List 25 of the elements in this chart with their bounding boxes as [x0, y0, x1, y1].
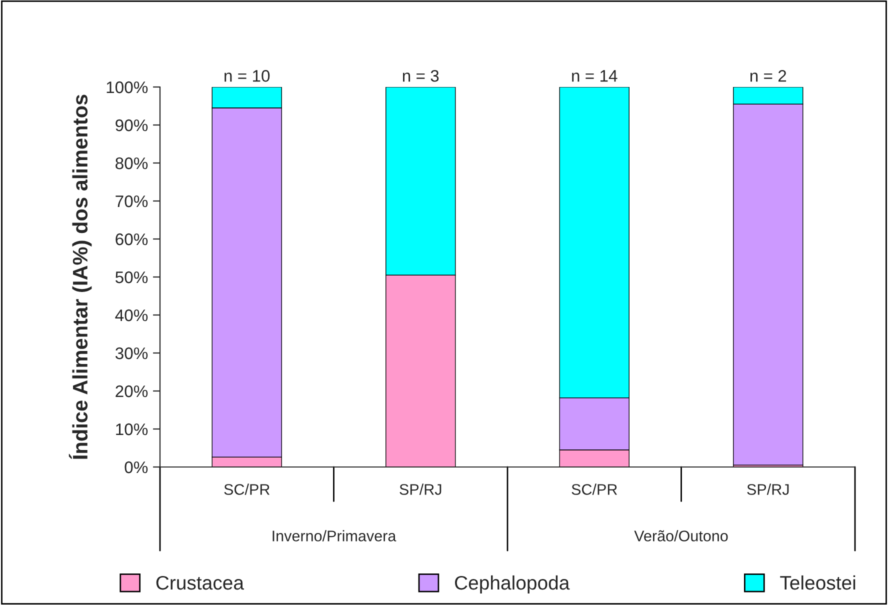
y-tick-label: 20%	[116, 385, 148, 398]
x-tick-label: SP/RJ	[400, 484, 442, 495]
text: Verão/Outono	[634, 530, 728, 542]
y-tick-label: 10%	[116, 423, 148, 436]
y-tick-label: 50%	[116, 271, 148, 284]
x-tick-label: SC/PR	[572, 484, 618, 495]
text: n = 2	[750, 70, 786, 82]
x-tick-label: SP/RJ	[747, 484, 789, 495]
text: n = 3	[402, 70, 439, 82]
y-tick-label: 80%	[116, 157, 148, 170]
y-tick-label: 40%	[115, 309, 148, 322]
legend-label: Teleostei	[780, 575, 856, 590]
legend-label: Cephalopoda	[454, 575, 570, 594]
x-tick-label: SC/PR	[224, 484, 270, 495]
y-tick-label: 0%	[124, 461, 148, 474]
text: n = 10	[224, 70, 270, 82]
y-tick-label: 90%	[116, 119, 148, 132]
y-axis-title: Índice Alimentar (IA%) dos alimentos	[68, 94, 92, 460]
y-tick-label: 70%	[116, 195, 148, 208]
text: n = 14	[572, 70, 618, 82]
legend-label: Crustacea	[156, 576, 244, 590]
y-tick-label: 100%	[106, 81, 148, 94]
y-tick-label: 30%	[115, 347, 148, 360]
text: Inverno/Primavera	[272, 530, 396, 542]
y-tick-label: 60%	[116, 233, 148, 246]
